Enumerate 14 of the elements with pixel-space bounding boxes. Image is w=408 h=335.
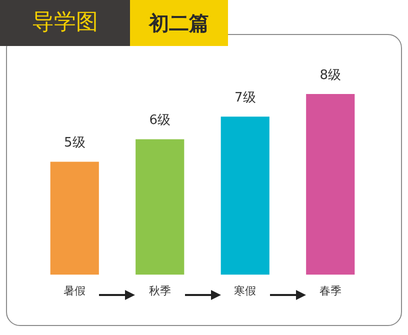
x-tick-label: 寒假 [234,284,256,298]
x-tick-label: 秋季 [148,284,171,298]
chart-subtitle: 初二篇 [130,0,228,46]
bar [306,94,355,275]
bar [136,139,184,275]
data-label: 5级 [64,136,86,151]
data-label: 7级 [234,90,256,106]
chart-title: 导学图 [0,0,130,46]
x-tick-label: 暑假 [64,284,86,298]
data-label: 8级 [320,68,342,83]
data-label: 6级 [149,113,171,128]
bar [50,162,99,275]
bar [220,116,270,275]
x-tick-label: 春季 [319,284,342,298]
